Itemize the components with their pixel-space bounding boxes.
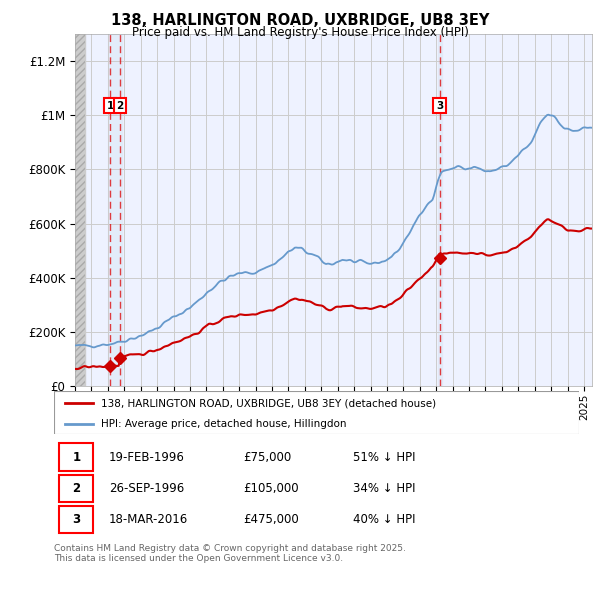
Bar	[75, 34, 85, 386]
Text: 40% ↓ HPI: 40% ↓ HPI	[353, 513, 416, 526]
Text: 34% ↓ HPI: 34% ↓ HPI	[353, 481, 416, 495]
Text: £75,000: £75,000	[243, 451, 291, 464]
FancyBboxPatch shape	[54, 391, 579, 434]
Bar	[75, 34, 85, 386]
Text: £475,000: £475,000	[243, 513, 299, 526]
Text: Contains HM Land Registry data © Crown copyright and database right 2025.
This d: Contains HM Land Registry data © Crown c…	[54, 544, 406, 563]
Text: 1: 1	[72, 451, 80, 464]
Text: 138, HARLINGTON ROAD, UXBRIDGE, UB8 3EY (detached house): 138, HARLINGTON ROAD, UXBRIDGE, UB8 3EY …	[101, 398, 436, 408]
Text: 18-MAR-2016: 18-MAR-2016	[109, 513, 188, 526]
Text: 19-FEB-1996: 19-FEB-1996	[109, 451, 185, 464]
Bar	[437, 34, 442, 386]
Text: Price paid vs. HM Land Registry's House Price Index (HPI): Price paid vs. HM Land Registry's House …	[131, 26, 469, 39]
Text: 3: 3	[72, 513, 80, 526]
Text: 2: 2	[116, 100, 124, 110]
FancyBboxPatch shape	[59, 444, 94, 471]
Text: 51% ↓ HPI: 51% ↓ HPI	[353, 451, 416, 464]
Text: 3: 3	[436, 100, 443, 110]
Text: 2: 2	[72, 481, 80, 495]
Bar	[108, 34, 122, 386]
Text: 1: 1	[106, 100, 113, 110]
Text: £105,000: £105,000	[243, 481, 299, 495]
Text: 138, HARLINGTON ROAD, UXBRIDGE, UB8 3EY: 138, HARLINGTON ROAD, UXBRIDGE, UB8 3EY	[111, 13, 489, 28]
FancyBboxPatch shape	[59, 474, 94, 502]
Text: 26-SEP-1996: 26-SEP-1996	[109, 481, 184, 495]
FancyBboxPatch shape	[59, 506, 94, 533]
Text: HPI: Average price, detached house, Hillingdon: HPI: Average price, detached house, Hill…	[101, 419, 347, 430]
